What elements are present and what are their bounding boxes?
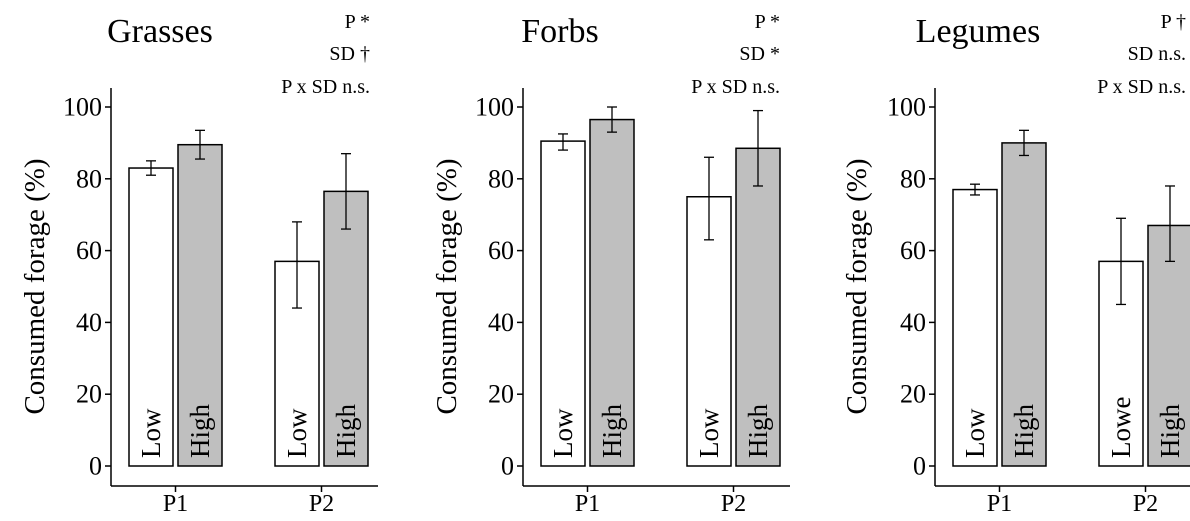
y-tick-label: 60 (488, 236, 514, 265)
y-axis-label: Consumed forage (%) (431, 158, 463, 414)
y-tick-label: 40 (76, 308, 102, 337)
significance-label: SD * (739, 43, 780, 65)
x-tick-label: P2 (309, 491, 334, 517)
panel-title: Forbs (521, 13, 598, 50)
bar-label: High (331, 404, 361, 459)
y-tick-label: 20 (488, 380, 514, 409)
y-tick-label: 0 (501, 452, 514, 481)
significance-label: SD † (329, 43, 370, 65)
y-tick-label: 0 (89, 452, 102, 481)
y-tick-label: 100 (475, 93, 514, 122)
y-tick-label: 60 (900, 236, 926, 265)
panel-grasses: Grasses P * SD † P x SD n.s. Consumed forage… (19, 11, 378, 517)
significance-label: P * (755, 11, 780, 33)
y-tick-label: 100 (63, 93, 102, 122)
bar-high-p1 (1001, 142, 1047, 467)
bar-low-p2 (686, 196, 732, 467)
y-tick-label: 40 (900, 308, 926, 337)
significance-label: P † (1161, 11, 1186, 33)
bar-label: Low (282, 408, 312, 458)
significance-label: SD n.s. (1128, 43, 1186, 65)
y-tick-label: 40 (488, 308, 514, 337)
x-tick-label: P1 (987, 491, 1012, 517)
y-tick-label: 80 (488, 164, 514, 193)
bar-low-p1 (540, 140, 586, 467)
bar-label: Low (136, 408, 166, 458)
panel-forbs: Forbs P * SD * P x SD n.s. Consumed forage (… (431, 11, 790, 517)
panel-title: Legumes (916, 13, 1041, 50)
x-tick-label: P1 (163, 491, 188, 517)
bar-high-p2 (735, 147, 781, 467)
panel-legumes: Legumes P † SD n.s. P x SD n.s. Consumed for… (841, 11, 1190, 517)
bar-high-p1 (177, 143, 223, 467)
bar-label: High (597, 404, 627, 459)
bar-low-p1 (952, 188, 998, 467)
x-tick-label: P2 (1133, 491, 1158, 517)
significance-label: P x SD n.s. (1097, 76, 1186, 98)
bar-label: High (185, 404, 215, 459)
y-tick-label: 20 (900, 380, 926, 409)
bar-low-p1 (128, 167, 174, 467)
bar-label: Low (960, 408, 990, 458)
bar-label: High (1155, 404, 1185, 459)
y-axis-label: Consumed forage (%) (841, 158, 873, 414)
significance-label: P * (345, 11, 370, 33)
panel-title: Grasses (107, 13, 213, 50)
bar-high-p1 (589, 118, 635, 467)
y-tick-label: 0 (913, 452, 926, 481)
bar-label: Lowe (1106, 397, 1136, 458)
bar-label: Low (694, 408, 724, 458)
bar-label: High (743, 404, 773, 459)
y-tick-label: 60 (76, 236, 102, 265)
bar-label: Low (548, 408, 578, 458)
bar-high-p2 (323, 190, 369, 467)
y-axis-label: Consumed forage (%) (19, 158, 51, 414)
y-tick-label: 20 (76, 380, 102, 409)
bar-label: High (1009, 404, 1039, 459)
significance-label: P x SD n.s. (691, 76, 780, 98)
bar-high-p2 (1147, 224, 1190, 467)
y-tick-label: 80 (76, 164, 102, 193)
y-tick-label: 100 (887, 93, 926, 122)
significance-label: P x SD n.s. (281, 76, 370, 98)
x-tick-label: P2 (721, 491, 746, 517)
y-tick-label: 80 (900, 164, 926, 193)
x-tick-label: P1 (575, 491, 600, 517)
